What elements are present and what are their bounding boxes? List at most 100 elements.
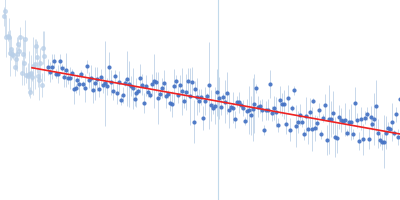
Point (171, 84, 177, 87)
Point (70, 88, 77, 91)
Point (80, 82, 86, 86)
Point (86, 78, 92, 81)
Point (64, 76, 71, 79)
Point (186, 95, 193, 98)
Point (184, 80, 191, 83)
Point (204, 94, 210, 97)
Point (298, 120, 305, 124)
Point (196, 99, 203, 102)
Point (167, 101, 173, 104)
Point (269, 111, 275, 115)
Point (96, 87, 102, 91)
Point (245, 109, 252, 112)
Point (289, 106, 295, 110)
Point (147, 93, 154, 97)
Point (224, 92, 230, 95)
Point (240, 107, 246, 110)
Point (220, 95, 226, 99)
Point (389, 120, 395, 124)
Point (60, 75, 67, 78)
Point (192, 88, 199, 91)
Point (306, 111, 313, 114)
Point (127, 85, 134, 88)
Point (163, 95, 169, 98)
Point (165, 92, 171, 96)
Point (141, 102, 148, 105)
Point (174, 93, 181, 96)
Point (151, 79, 157, 82)
Point (90, 88, 96, 91)
Point (159, 87, 165, 90)
Point (155, 96, 161, 100)
Point (17, 35, 24, 39)
Point (244, 109, 250, 112)
Point (206, 84, 212, 87)
Point (259, 108, 266, 112)
Point (120, 93, 126, 97)
Point (257, 105, 264, 108)
Point (10, 53, 17, 56)
Point (92, 82, 98, 85)
Point (318, 133, 324, 136)
Point (344, 131, 350, 134)
Point (9, 52, 16, 55)
Point (253, 87, 260, 90)
Point (346, 120, 352, 124)
Point (296, 113, 303, 116)
Point (178, 90, 185, 93)
Point (391, 131, 397, 134)
Point (202, 99, 208, 103)
Point (49, 65, 55, 68)
Point (100, 84, 106, 87)
Point (342, 118, 348, 122)
Point (190, 120, 197, 123)
Point (267, 82, 274, 86)
Point (291, 89, 297, 92)
Point (216, 97, 222, 100)
Point (348, 120, 354, 123)
Point (58, 66, 65, 69)
Point (20, 52, 26, 55)
Point (210, 107, 216, 110)
Point (352, 101, 358, 105)
Point (328, 117, 334, 120)
Point (395, 135, 400, 139)
Point (84, 65, 90, 68)
Point (149, 82, 156, 86)
Point (29, 75, 36, 78)
Point (4, 34, 11, 38)
Point (226, 109, 232, 112)
Point (66, 76, 73, 80)
Point (208, 103, 214, 107)
Point (88, 76, 94, 80)
Point (314, 121, 321, 124)
Point (137, 77, 144, 80)
Point (98, 76, 104, 79)
Point (131, 97, 138, 100)
Point (106, 65, 112, 68)
Point (360, 138, 366, 141)
Point (153, 80, 159, 83)
Point (40, 46, 46, 49)
Point (379, 141, 386, 144)
Point (51, 59, 57, 62)
Point (308, 127, 315, 130)
Point (6, 35, 12, 38)
Point (68, 71, 75, 75)
Point (116, 80, 122, 83)
Point (198, 96, 204, 99)
Point (112, 74, 118, 78)
Point (279, 103, 285, 106)
Point (143, 84, 150, 87)
Point (234, 100, 240, 103)
Point (230, 106, 236, 109)
Point (173, 80, 179, 83)
Point (236, 101, 242, 104)
Point (332, 135, 338, 139)
Point (385, 126, 392, 129)
Point (118, 98, 124, 101)
Point (275, 123, 281, 126)
Point (28, 72, 34, 75)
Point (358, 117, 364, 120)
Point (277, 98, 283, 101)
